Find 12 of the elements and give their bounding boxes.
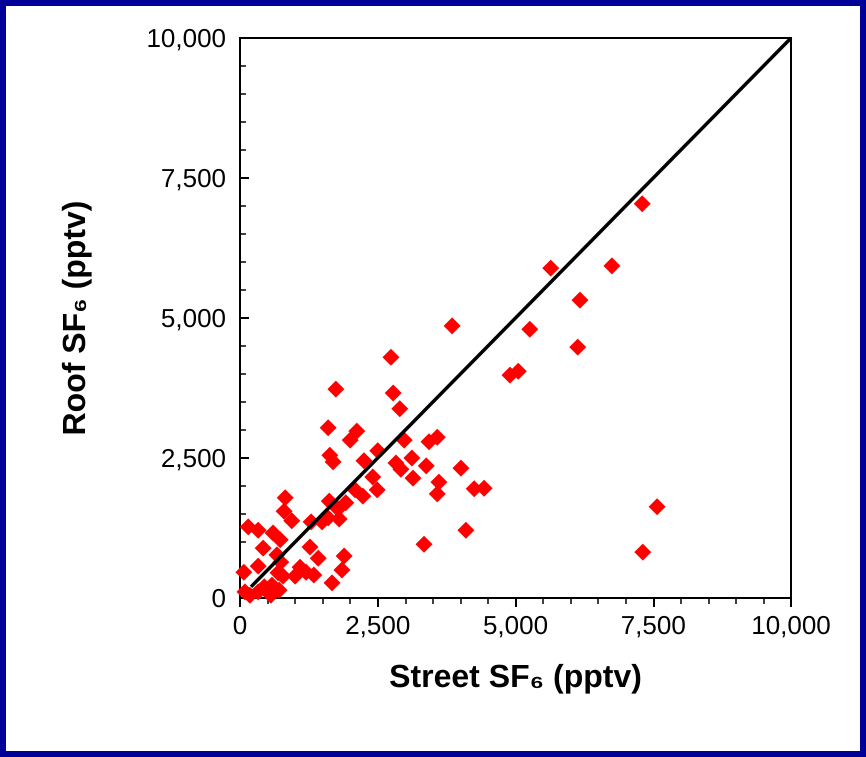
y-tick-label: 2,500 [160, 443, 226, 473]
y-tick-label: 7,500 [160, 163, 226, 193]
x-tick-label: 2,500 [345, 610, 410, 640]
x-tick-label: 7,500 [620, 610, 686, 640]
x-tick-label: 5,000 [482, 610, 548, 640]
y-axis-title: Roof SF₆ (pptv) [56, 200, 92, 436]
x-tick-label: 0 [232, 610, 248, 640]
x-tick-label: 10,000 [751, 610, 831, 640]
y-tick-label: 0 [212, 583, 226, 613]
x-axis-title: Street SF₆ (pptv) [389, 658, 642, 694]
y-tick-label: 10,000 [146, 23, 226, 53]
y-tick-label: 5,000 [160, 303, 226, 333]
